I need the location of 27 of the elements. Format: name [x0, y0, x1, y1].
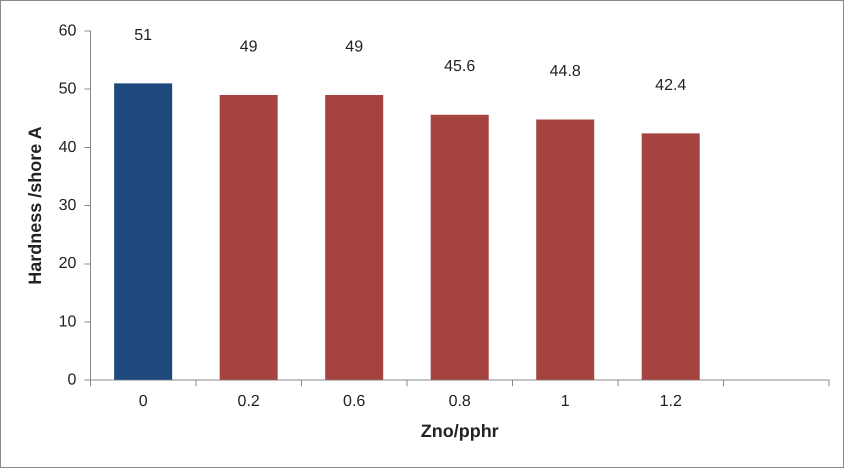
- x-tick-label: 0.6: [343, 393, 366, 410]
- bar: [114, 83, 172, 380]
- x-tick-label: 1: [560, 393, 570, 410]
- data-label: 45.6: [444, 58, 476, 76]
- y-tick-label: 50: [58, 80, 76, 98]
- data-label: 42.4: [655, 76, 686, 94]
- y-tick-label: 30: [58, 197, 76, 214]
- bar: [536, 119, 594, 380]
- data-label: 51: [134, 26, 152, 44]
- x-axis-title: Zno/pphr: [420, 421, 499, 442]
- x-tick-label: 1.2: [660, 393, 682, 410]
- x-tick-label: 0.8: [448, 393, 471, 410]
- y-axis-title: Hardness /shore A: [24, 126, 45, 285]
- bar: [325, 95, 384, 380]
- x-tick-label: 0.2: [238, 393, 260, 410]
- bar: [430, 114, 489, 380]
- data-label: 44.8: [550, 62, 581, 80]
- y-tick-label: 60: [58, 22, 76, 40]
- data-label: 49: [240, 38, 258, 56]
- y-tick-label: 40: [58, 138, 76, 156]
- bar: [220, 95, 278, 380]
- y-tick-label: 0: [67, 372, 76, 389]
- y-tick-label: 10: [58, 313, 76, 330]
- y-tick-label: 20: [58, 255, 76, 272]
- data-label: 49: [345, 38, 364, 56]
- x-tick-label: 0: [138, 393, 148, 410]
- bar: [642, 133, 700, 380]
